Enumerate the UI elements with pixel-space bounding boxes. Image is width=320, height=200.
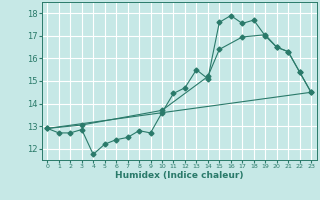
X-axis label: Humidex (Indice chaleur): Humidex (Indice chaleur)	[115, 171, 244, 180]
